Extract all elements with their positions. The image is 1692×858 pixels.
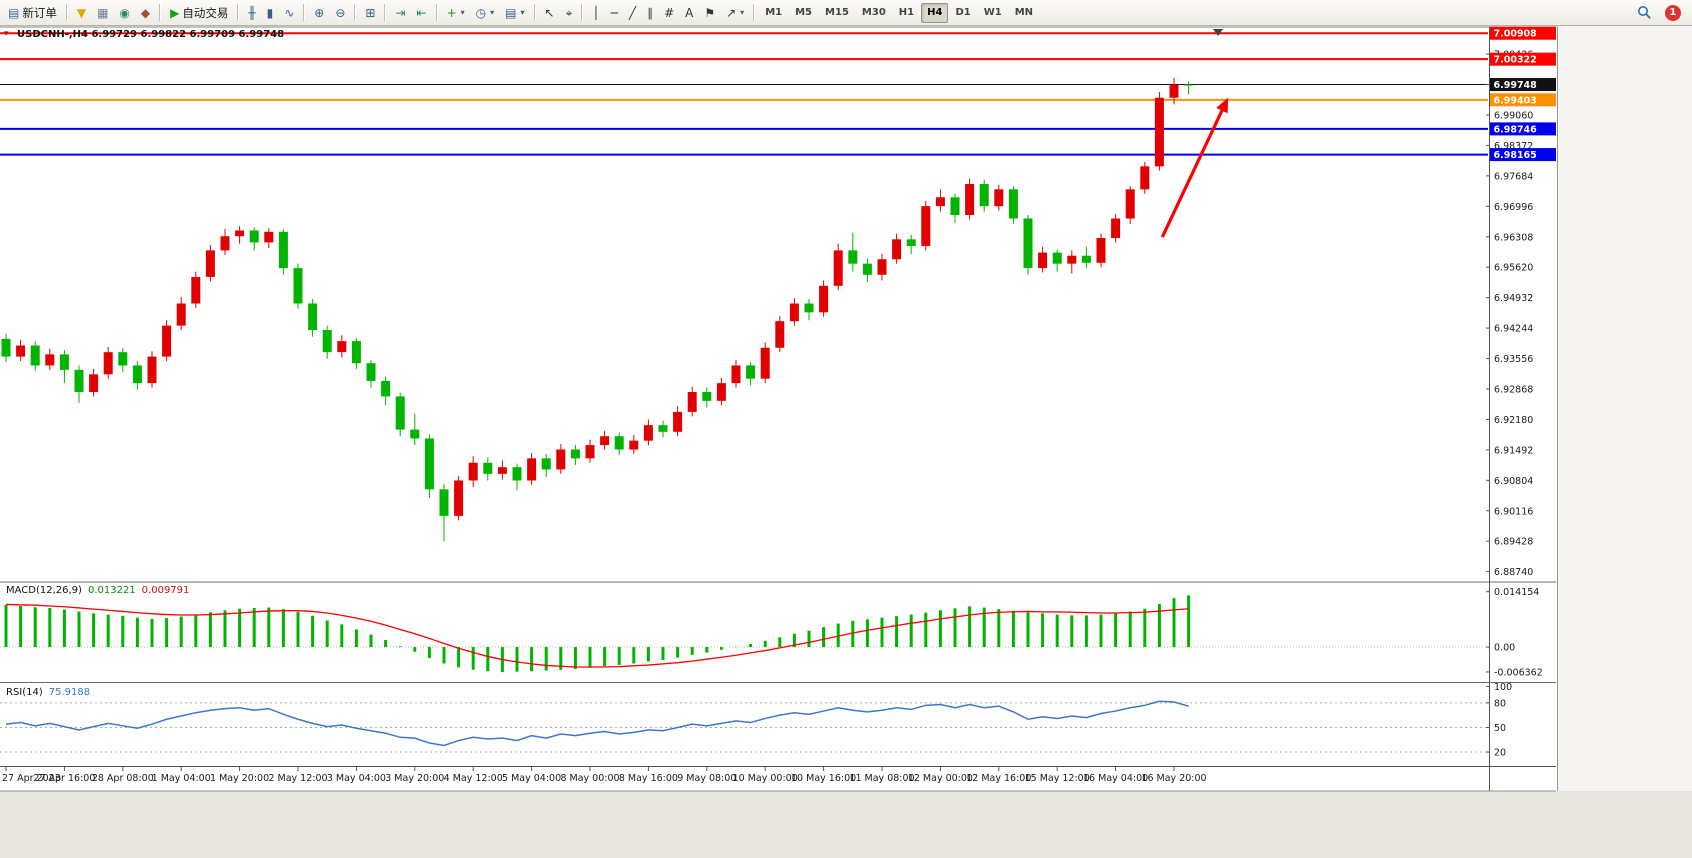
zoom-out-icon: ⊖ [335, 5, 346, 20]
toolbar-separator [384, 4, 387, 21]
toolbar-buttons: ▤ 新订单 ▼ ▦ ◉ ◆ ▶ 自动交易 ╫ ▮ ∿ ⊕ ⊖ ⊞ ⇥ ⇤ + ▾ ◷ ▾ ▤ ▾ ↖ ⌖ │ ─ ╱ ∥ # A ⚑ ↗ ▾ M1… [3, 2, 1632, 24]
chart-bars-button[interactable]: ╫ [243, 2, 260, 24]
timeframe-w1-button[interactable]: W1 [983, 7, 1002, 18]
fibonacci-icon: # [664, 5, 675, 20]
trendline-icon: ╱ [628, 5, 637, 20]
equidistant-channel-button[interactable]: ∥ [642, 2, 658, 24]
experts-button[interactable]: ◆ [136, 2, 155, 24]
chart-candles-button[interactable]: ▮ [262, 2, 279, 24]
new-order-button[interactable]: ▤ 新订单 [3, 2, 62, 24]
new-order-icon: ▤ [8, 5, 20, 20]
refresh-button[interactable]: ◉ [114, 2, 134, 24]
toolbar-right: 1 [1632, 2, 1689, 24]
mql-funnel-button[interactable]: ▼ [72, 2, 91, 24]
zoom-in-icon: ⊕ [314, 5, 325, 20]
horizontal-line-icon: ─ [610, 5, 618, 20]
timeframe-m15-button[interactable]: M15 [825, 7, 849, 18]
toolbar-separator [159, 4, 162, 21]
auto-trading-button[interactable]: ▶ 自动交易 [165, 2, 233, 24]
arrow-icon: ↗ [726, 5, 737, 20]
chart-window[interactable] [0, 26, 1558, 791]
globe-icon: ◉ [119, 5, 130, 20]
timeframe-d1-button[interactable]: D1 [955, 7, 971, 18]
crosshair-button[interactable]: ⌖ [561, 2, 578, 24]
vertical-line-button[interactable]: │ [587, 2, 604, 24]
fibonacci-button[interactable]: # [659, 2, 679, 24]
template-icon: ▤ [505, 5, 517, 20]
timeframe-mn-button[interactable]: MN [1014, 7, 1034, 18]
timeframe-h4-button[interactable]: H4 [921, 2, 949, 23]
horizontal-line-button[interactable]: ─ [606, 2, 623, 24]
indicators-button[interactable]: + ▾ [442, 2, 470, 24]
play-icon: ▶ [170, 5, 180, 20]
timeframe-m1-button[interactable]: M1 [765, 7, 783, 18]
zoom-in-button[interactable]: ⊕ [309, 2, 329, 24]
tile-windows-button[interactable]: ⊞ [360, 2, 380, 24]
chevron-down-icon[interactable]: ▾ [460, 8, 465, 17]
funnel-icon: ▼ [76, 5, 87, 20]
vertical-line-icon: │ [592, 5, 600, 20]
toolbar-separator [753, 4, 756, 21]
toolbar-separator [237, 4, 240, 21]
toolbar-separator [533, 4, 536, 21]
rsi-value: 75.9188 [48, 687, 91, 698]
text-icon: A [685, 5, 694, 20]
rsi-name: RSI(14) [6, 687, 43, 698]
search-button[interactable] [1632, 2, 1657, 24]
cursor-button[interactable]: ↖ [540, 2, 560, 24]
indicators-plus-icon: + [446, 5, 457, 20]
chart-shift-icon: ⇤ [416, 5, 427, 20]
clock-icon: ◷ [475, 5, 487, 20]
flag-icon: ⚑ [704, 5, 716, 20]
toolbar-separator [303, 4, 306, 21]
tile-windows-icon: ⊞ [365, 5, 376, 20]
trendline-button[interactable]: ╱ [624, 2, 641, 24]
periods-button[interactable]: ◷ ▾ [471, 2, 500, 24]
print-button[interactable]: ▦ [92, 2, 113, 24]
text-button[interactable]: A [680, 2, 698, 24]
toolbar-separator [581, 4, 584, 21]
chart-shift-button[interactable]: ⇤ [412, 2, 432, 24]
macd-signal-value: 0.009791 [141, 585, 190, 596]
main-toolbar: ▤ 新订单 ▼ ▦ ◉ ◆ ▶ 自动交易 ╫ ▮ ∿ ⊕ ⊖ ⊞ ⇥ ⇤ + ▾ ◷ ▾ ▤ ▾ ↖ ⌖ │ ─ ╱ ∥ # A ⚑ ↗ ▾ M1… [0, 0, 1692, 26]
chevron-down-icon[interactable]: ▾ [490, 8, 495, 17]
templates-button[interactable]: ▤ ▾ [500, 2, 529, 24]
auto-trading-label: 自动交易 [182, 5, 229, 20]
search-icon [1638, 6, 1651, 19]
auto-scroll-button[interactable]: ⇥ [390, 2, 410, 24]
new-order-label: 新订单 [22, 5, 57, 20]
toolbar-separator [354, 4, 357, 21]
chart-line-button[interactable]: ∿ [279, 2, 299, 24]
toolbar-separator [65, 4, 68, 21]
expert-icon: ◆ [140, 5, 151, 20]
macd-value: 0.013221 [87, 585, 136, 596]
macd-indicator-label: MACD(12,26,9) 0.013221 0.009791 [6, 585, 195, 596]
rsi-indicator-label: RSI(14) 75.9188 [6, 687, 96, 698]
arrow-label-button[interactable]: ⚑ [699, 2, 720, 24]
chart-menu-icon[interactable]: ▾ [4, 29, 9, 39]
crosshair-icon: ⌖ [565, 5, 573, 20]
toolbar-separator [435, 4, 438, 21]
cursor-icon: ↖ [544, 5, 555, 20]
printer-icon: ▦ [97, 5, 109, 20]
timeframe-m30-button[interactable]: M30 [861, 7, 886, 18]
timeframe-h1-button[interactable]: H1 [898, 7, 915, 18]
workspace-empty-area [1558, 26, 1692, 791]
chevron-down-icon[interactable]: ▾ [740, 8, 745, 17]
bar-chart-icon: ╫ [248, 5, 256, 20]
zoom-out-button[interactable]: ⊖ [330, 2, 350, 24]
arrows-button[interactable]: ↗ ▾ [721, 2, 749, 24]
candlestick-icon: ▮ [266, 5, 274, 20]
line-chart-icon: ∿ [284, 5, 295, 20]
symbol-ohlc-info: USDCNH-,H4 6.99729 6.99822 6.99709 6.997… [17, 29, 285, 40]
timeframe-m5-button[interactable]: M5 [795, 7, 813, 18]
channel-icon: ∥ [647, 5, 654, 20]
chevron-down-icon[interactable]: ▾ [520, 8, 525, 17]
notification-badge[interactable]: 1 [1665, 4, 1681, 21]
auto-scroll-icon: ⇥ [395, 5, 406, 20]
macd-name: MACD(12,26,9) [6, 585, 82, 596]
